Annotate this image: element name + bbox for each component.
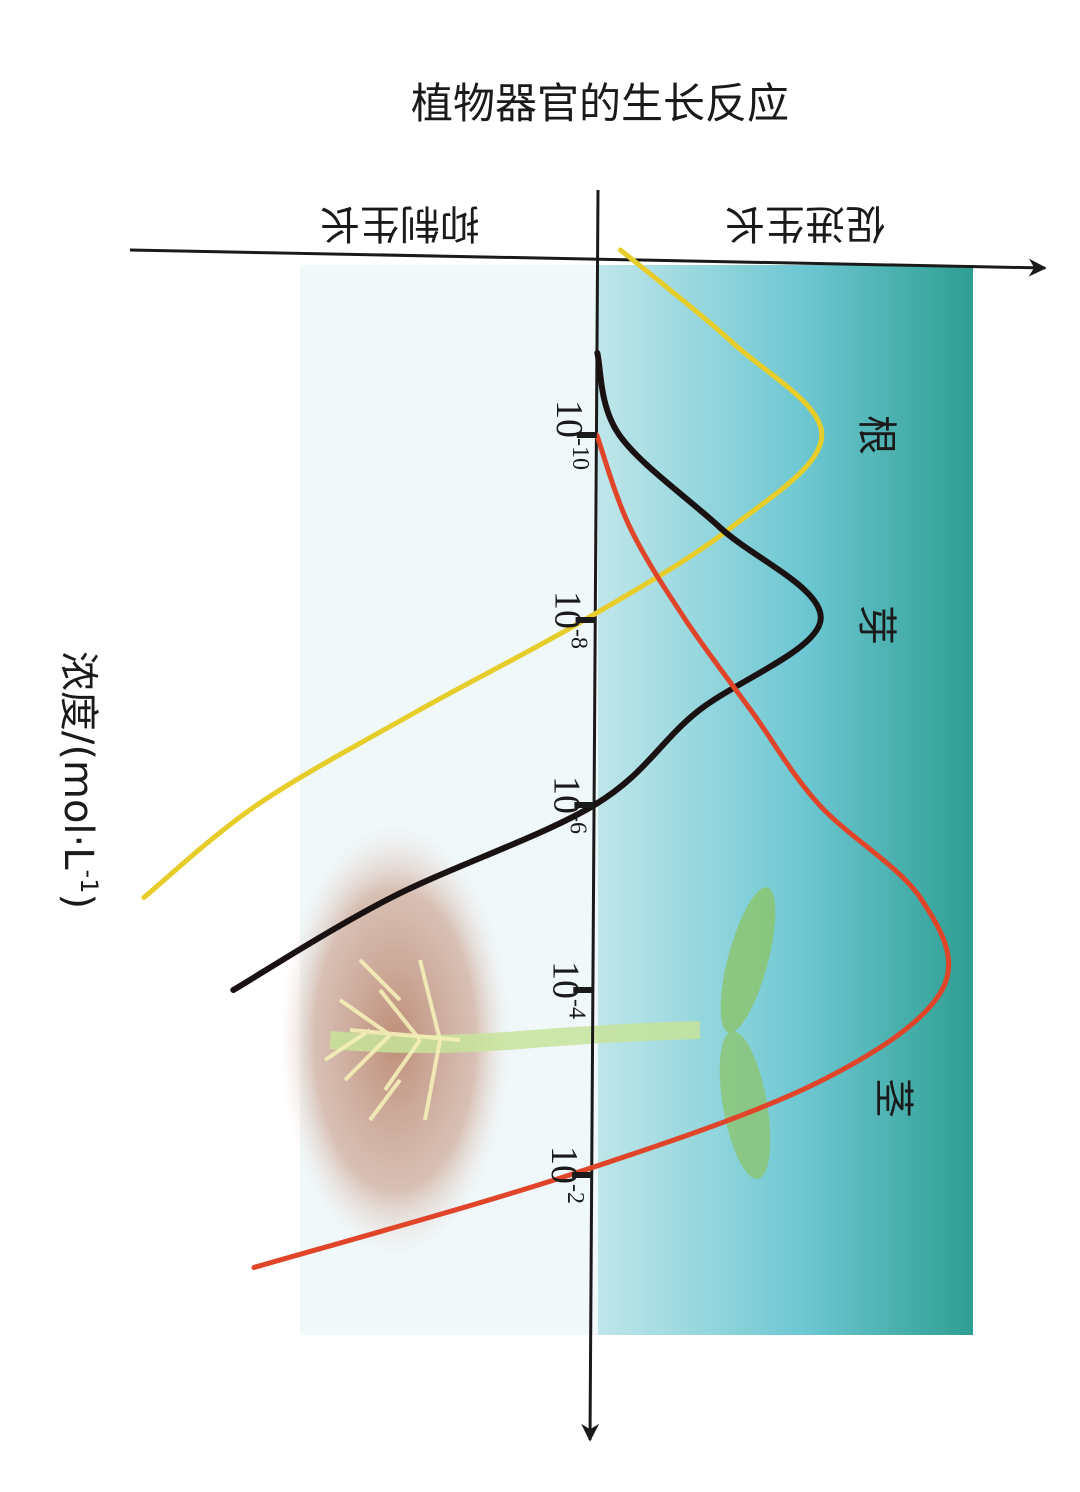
inhibit-label: 抑制生长 xyxy=(320,200,480,246)
x-axis-label-close: ) xyxy=(55,893,101,909)
x-tick-exp-4: -2 xyxy=(562,1184,588,1204)
seedling-leaf-lower xyxy=(719,1031,771,1179)
seedling-illustration xyxy=(280,825,776,1255)
series-label-bud: 芽 xyxy=(853,605,899,645)
x-axis-label: 浓度/(mol·L-1) xyxy=(55,651,103,909)
promote-label: 促进生长 xyxy=(725,200,885,246)
x-tick-label-0: 10-10 xyxy=(548,400,593,470)
x-tick-base-1: 10 xyxy=(547,591,589,629)
seedling-stem xyxy=(329,1021,701,1053)
svg-text:浓度/(mol·L-1): 浓度/(mol·L-1) xyxy=(55,651,103,909)
x-tick-label-3: 10-4 xyxy=(544,961,589,1019)
series-label-root: 根 xyxy=(853,415,899,455)
concentration-axis xyxy=(581,189,600,1442)
x-tick-exp-3: -4 xyxy=(563,999,589,1019)
series-line-root xyxy=(141,247,825,900)
x-tick-exp-1: -8 xyxy=(566,629,592,649)
x-tick-label-2: 10-6 xyxy=(545,776,590,834)
root-branches xyxy=(323,958,461,1122)
x-axis-label-sup: -1 xyxy=(75,870,103,894)
x-axis-label-text: 浓度/(mol·L xyxy=(55,651,101,870)
x-tick-base-4: 10 xyxy=(543,1146,585,1184)
x-tick-label-4: 10-2 xyxy=(543,1146,588,1204)
x-tick-base-2: 10 xyxy=(545,776,587,814)
series-label-stem: 茎 xyxy=(870,1078,916,1118)
seedling-leaf-upper xyxy=(720,887,776,1033)
response-axis xyxy=(129,248,1047,277)
promote-background xyxy=(598,265,973,1335)
x-tick-exp-2: -6 xyxy=(564,814,590,834)
x-tick-base-3: 10 xyxy=(544,961,586,999)
x-tick-exp-0: -10 xyxy=(567,438,593,470)
x-tick-label-1: 10-8 xyxy=(547,591,592,649)
x-tick-base-0: 10 xyxy=(548,400,590,438)
chart-title: 植物器官的生长反应 xyxy=(411,79,789,128)
